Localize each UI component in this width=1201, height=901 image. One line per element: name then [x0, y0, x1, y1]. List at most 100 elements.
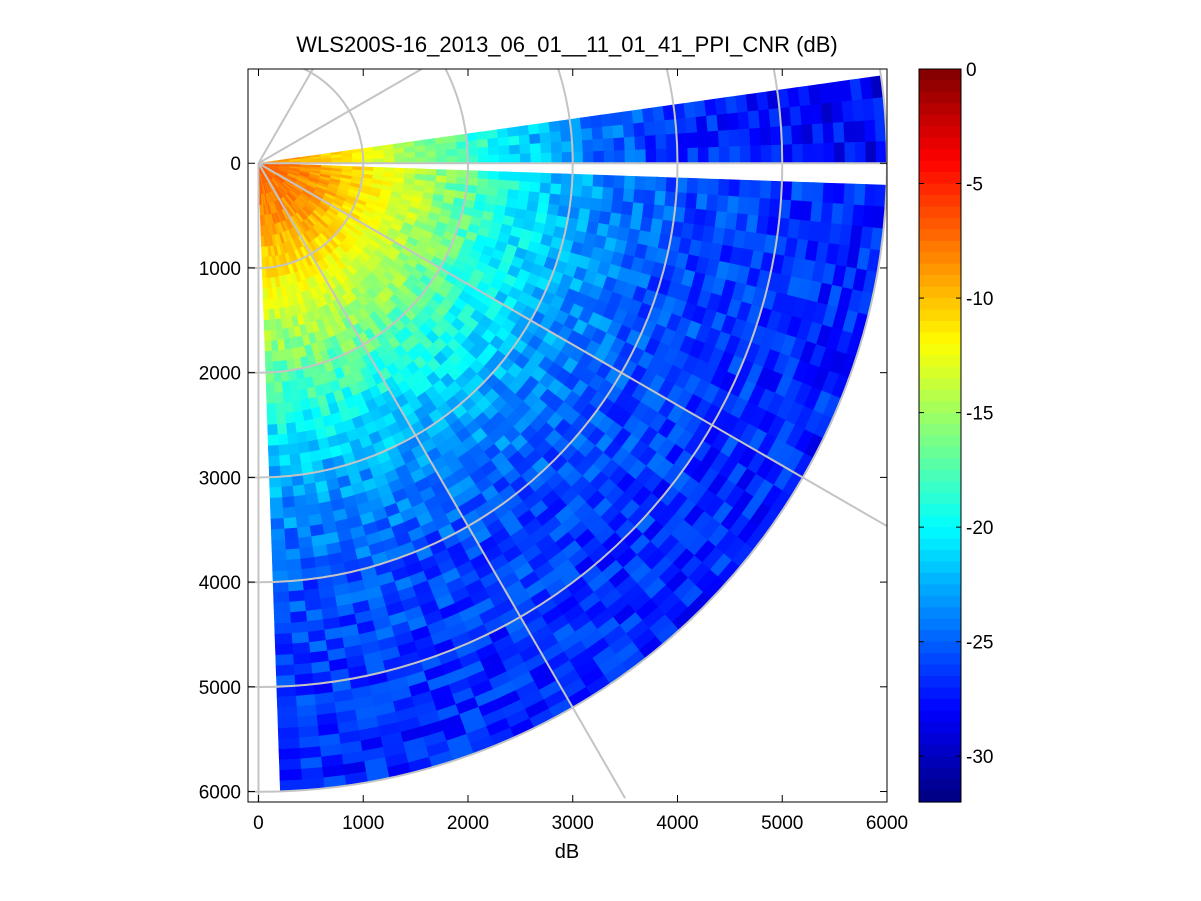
cnr-cell [487, 137, 500, 148]
cnr-cell [296, 431, 308, 444]
cnr-cell [276, 695, 297, 708]
colorbar-band [919, 550, 961, 563]
cnr-cell [273, 601, 291, 614]
cnr-cell [799, 104, 813, 126]
cnr-cell [275, 412, 287, 425]
y-tick-label: 5000 [199, 678, 241, 699]
cnr-cell [271, 539, 286, 551]
cnr-cell [686, 132, 699, 149]
cnr-cell [425, 168, 437, 177]
cnr-cell [538, 192, 551, 205]
cnr-cell [296, 704, 317, 718]
cnr-cell [581, 127, 594, 141]
colorbar-band [919, 538, 961, 551]
cnr-cell [277, 433, 289, 446]
colorbar-band [919, 378, 961, 391]
cnr-cell [529, 143, 542, 155]
polar-grid [248, 69, 887, 802]
cnr-cell [498, 154, 511, 164]
cnr-cell [281, 496, 295, 509]
cnr-cell [676, 132, 689, 149]
cnr-cell [270, 518, 285, 531]
cnr-cell [279, 768, 302, 782]
colorbar-tick-label: -25 [966, 633, 993, 654]
cnr-cell [590, 197, 603, 212]
cnr-cell [685, 116, 698, 134]
cnr-cell [265, 371, 275, 384]
cnr-cell [275, 664, 295, 677]
cnr-cell [685, 192, 698, 210]
cnr-cell [266, 413, 278, 426]
cnr-cell [477, 154, 490, 164]
cnr-cell [643, 121, 656, 137]
colorbar-band [919, 298, 961, 311]
cnr-cell [270, 507, 284, 520]
cnr-cell [539, 132, 552, 144]
cnr-cell [610, 200, 624, 215]
cnr-cell [293, 494, 307, 508]
cnr-cell [601, 125, 615, 140]
cnr-cell [487, 178, 500, 189]
cnr-cell [572, 151, 584, 164]
y-tick-label: 4000 [199, 573, 241, 594]
cnr-cell [729, 146, 741, 164]
cnr-cell [264, 350, 273, 363]
colorbar-band [919, 676, 961, 689]
cnr-cell [695, 193, 709, 211]
cnr-cell [467, 170, 479, 179]
cnr-cell [519, 153, 532, 164]
cnr-cell [644, 135, 657, 151]
cnr-cell [283, 527, 299, 540]
cnr-cell [540, 172, 552, 185]
cnr-cell [393, 152, 406, 159]
cnr-cell [291, 631, 310, 645]
colorbar-band [919, 733, 961, 746]
cnr-cell [259, 204, 263, 216]
cnr-cell [457, 155, 469, 164]
cnr-cell [509, 153, 521, 164]
colorbar-band [919, 595, 961, 608]
cnr-cell [263, 319, 271, 332]
cnr-cell [508, 144, 521, 155]
cnr-cell [498, 171, 511, 182]
cnr-cell [612, 124, 625, 139]
cnr-cell [425, 150, 437, 158]
cnr-cell [284, 537, 300, 551]
cnr-cell [811, 182, 825, 204]
colorbar-band [919, 744, 961, 757]
cnr-cell [591, 126, 604, 141]
cnr-cell [262, 288, 269, 300]
cnr-cell [273, 612, 291, 625]
cnr-cell [831, 101, 845, 124]
colorbar-ticks: 0 -5 -10 -15 -20 -25 -30 [919, 60, 993, 768]
colorbar-band [919, 91, 961, 104]
cnr-cell [717, 178, 730, 197]
x-axis: 0 1000 2000 3000 4000 5000 6000 [253, 69, 908, 834]
cnr-cell [477, 170, 490, 180]
cnr-cell [273, 381, 283, 394]
cnr-cell [655, 176, 668, 193]
colorbar-band [919, 756, 961, 769]
cnr-cell [274, 622, 292, 635]
cnr-cell [475, 130, 489, 141]
azimuth-spoke [257, 162, 626, 799]
cnr-cell [601, 187, 615, 201]
cnr-cell [823, 142, 835, 164]
cnr-cell [540, 152, 553, 164]
cnr-cell [260, 225, 264, 237]
cnr-cell [633, 189, 646, 205]
cnr-cell [268, 308, 276, 321]
cnr-cell [728, 179, 741, 198]
y-tick-label: 1000 [199, 259, 241, 280]
cnr-cell [270, 528, 286, 541]
colorbar-band [919, 572, 961, 585]
cnr-cell [760, 144, 773, 164]
cnr-cell [497, 179, 510, 190]
cnr-cell [435, 149, 448, 158]
cnr-cell [269, 329, 278, 342]
colorbar-tick-label: -5 [966, 175, 983, 196]
cnr-cell [467, 147, 479, 157]
cnr-cell [571, 173, 584, 187]
cnr-cell [853, 183, 867, 206]
azimuth-spoke [257, 69, 424, 165]
